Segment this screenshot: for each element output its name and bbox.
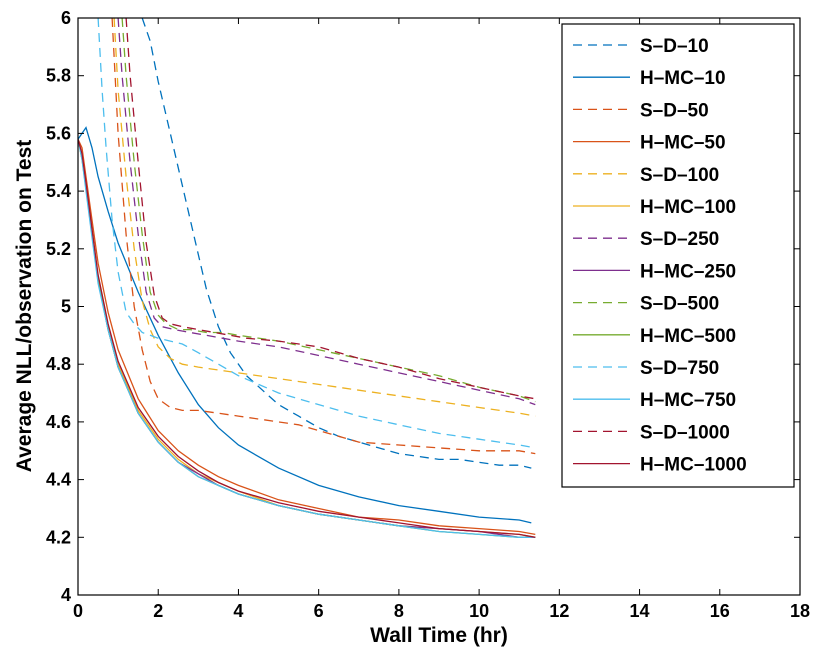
- legend-label: H–MC–1000: [640, 455, 747, 476]
- y-tick-label: 5.6: [46, 123, 71, 143]
- legend-label: H–MC–250: [640, 261, 736, 282]
- y-tick-label: 4.4: [46, 470, 71, 490]
- y-tick-label: 4: [61, 585, 71, 605]
- series-line-s-d-50: [111, 18, 536, 455]
- legend: S–D–10 H–MC–10 S–D–50 H–MC–50 S–D–100 H–MC–10…: [561, 23, 795, 488]
- x-tick-label: 12: [549, 601, 569, 621]
- legend-box: [561, 23, 795, 488]
- legend-label: H–MC–750: [640, 390, 736, 411]
- x-tick-label: 16: [710, 601, 730, 621]
- series-line-s-d-750: [97, 18, 536, 449]
- legend-label: S–D–1000: [640, 422, 730, 443]
- series-line-s-d-250: [117, 18, 536, 406]
- legend-label: S–D–10: [640, 36, 709, 57]
- tick-layer: 0 2 4 6 8 10 12 14 16 18 4 4.2 4.4 4.6 4.8 5 5.2 5.4 5.6 5.…: [46, 8, 810, 621]
- series-line-s-d-10: [141, 18, 532, 469]
- legend-label: S–D–100: [640, 165, 719, 186]
- series-line-h-mc-1000: [78, 139, 536, 538]
- x-tick-label: 6: [314, 601, 324, 621]
- y-tick-label: 5.2: [46, 239, 71, 259]
- x-tick-label: 10: [469, 601, 489, 621]
- y-axis-label: Average NLL/observation on Test: [13, 140, 36, 473]
- y-tick-label: 4.8: [46, 354, 71, 374]
- y-tick-label: 5.4: [46, 181, 71, 201]
- y-tick-label: 4.2: [46, 527, 71, 547]
- legend-label: S–D–50: [640, 100, 709, 121]
- y-tick-label: 5.8: [46, 66, 71, 86]
- x-axis-label: Wall Time (hr): [370, 624, 508, 647]
- series-line-h-mc-750: [78, 139, 536, 538]
- legend-label: H–MC–100: [640, 197, 736, 218]
- legend-label: H–MC–500: [640, 326, 736, 347]
- x-tick-label: 14: [630, 601, 650, 621]
- y-tick-label: 5: [61, 297, 71, 317]
- legend-label: S–D–750: [640, 358, 719, 379]
- x-tick-label: 4: [233, 601, 243, 621]
- x-tick-label: 8: [394, 601, 404, 621]
- x-tick-label: 18: [790, 601, 810, 621]
- y-tick-label: 6: [61, 8, 71, 28]
- y-tick-label: 4.6: [46, 412, 71, 432]
- series-layer: [78, 18, 536, 538]
- x-tick-label: 0: [73, 601, 83, 621]
- series-line-s-d-100: [113, 18, 536, 417]
- legend-label: H–MC–10: [640, 68, 726, 89]
- legend-label: S–D–500: [640, 294, 719, 315]
- series-line-h-mc-50: [78, 138, 536, 536]
- series-line-s-d-1000: [125, 18, 536, 400]
- legend-label: H–MC–50: [640, 133, 726, 154]
- x-tick-label: 2: [153, 601, 163, 621]
- series-line-h-mc-10: [78, 126, 532, 524]
- series-line-s-d-500: [121, 18, 536, 403]
- legend-label: S–D–250: [640, 229, 719, 250]
